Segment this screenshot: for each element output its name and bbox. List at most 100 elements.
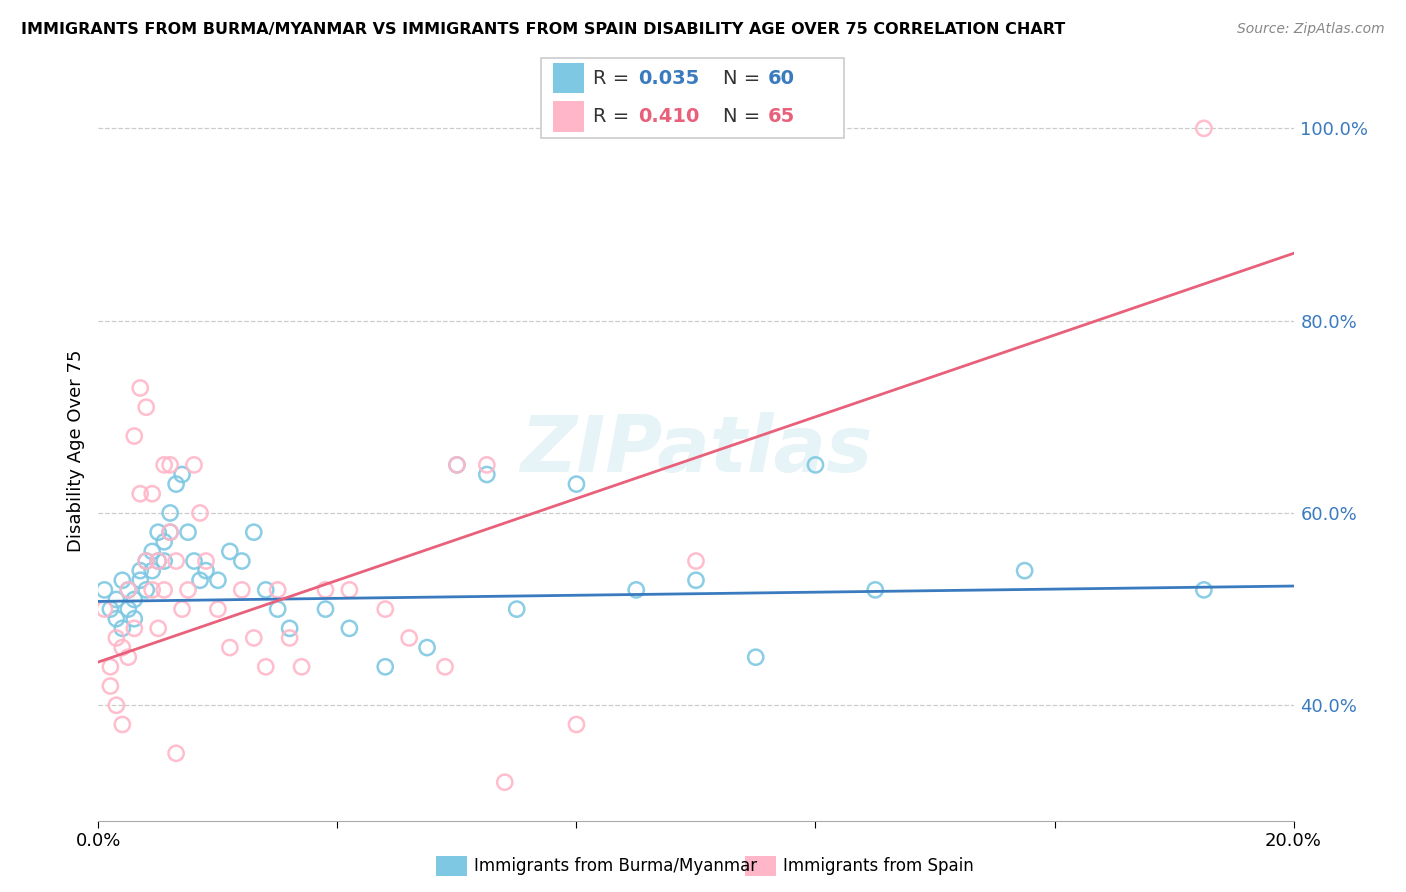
Point	[172, 467, 194, 482]
Point	[278, 621, 301, 635]
Point	[374, 660, 396, 674]
Point	[565, 717, 588, 731]
Point	[254, 660, 277, 674]
Point	[153, 582, 176, 597]
Point	[98, 602, 122, 616]
Point	[494, 775, 516, 789]
Point	[98, 660, 122, 674]
Point	[183, 458, 205, 472]
Point	[254, 582, 277, 597]
Point	[183, 554, 205, 568]
Point	[135, 554, 157, 568]
Point	[124, 621, 146, 635]
Point	[111, 640, 134, 655]
Point	[626, 582, 648, 597]
Point	[231, 554, 253, 568]
Point	[278, 631, 301, 645]
Point	[148, 525, 170, 540]
Point	[416, 640, 439, 655]
Text: N =: N =	[723, 107, 766, 126]
Point	[374, 602, 396, 616]
Point	[117, 582, 139, 597]
Point	[105, 698, 128, 713]
Point	[148, 554, 170, 568]
Point	[141, 564, 163, 578]
Point	[111, 621, 134, 635]
Point	[153, 554, 176, 568]
Point	[231, 582, 253, 597]
Point	[1014, 564, 1036, 578]
Point	[188, 506, 211, 520]
Text: Immigrants from Burma/Myanmar: Immigrants from Burma/Myanmar	[474, 857, 756, 875]
Point	[804, 121, 827, 136]
Point	[159, 525, 181, 540]
Text: R =: R =	[593, 107, 636, 126]
Point	[129, 574, 152, 588]
Point	[148, 621, 170, 635]
Point	[93, 582, 115, 597]
Text: IMMIGRANTS FROM BURMA/MYANMAR VS IMMIGRANTS FROM SPAIN DISABILITY AGE OVER 75 CO: IMMIGRANTS FROM BURMA/MYANMAR VS IMMIGRA…	[21, 22, 1066, 37]
Point	[339, 582, 361, 597]
Point	[195, 564, 218, 578]
Point	[804, 458, 827, 472]
Point	[1192, 582, 1215, 597]
Point	[446, 458, 468, 472]
Point	[148, 554, 170, 568]
Bar	[554, 62, 583, 94]
Point	[315, 602, 337, 616]
Text: 0.035: 0.035	[638, 69, 699, 87]
Point	[153, 534, 176, 549]
Point	[159, 506, 181, 520]
Point	[159, 525, 181, 540]
Point	[124, 592, 146, 607]
Point	[141, 487, 163, 501]
Point	[745, 650, 768, 665]
Point	[135, 400, 157, 414]
Point	[291, 660, 314, 674]
Point	[565, 477, 588, 491]
Text: N =: N =	[723, 69, 766, 87]
Point	[446, 458, 468, 472]
Point	[195, 554, 218, 568]
Point	[129, 564, 152, 578]
Point	[177, 525, 200, 540]
Y-axis label: Disability Age Over 75: Disability Age Over 75	[66, 349, 84, 552]
Point	[129, 381, 152, 395]
Point	[165, 747, 187, 761]
Point	[339, 621, 361, 635]
Point	[124, 612, 146, 626]
Text: Source: ZipAtlas.com: Source: ZipAtlas.com	[1237, 22, 1385, 37]
Point	[135, 582, 157, 597]
Point	[111, 574, 134, 588]
Point	[135, 554, 157, 568]
Text: R =: R =	[593, 69, 636, 87]
Text: 65: 65	[768, 107, 796, 126]
Point	[188, 574, 211, 588]
Point	[117, 650, 139, 665]
Bar	[554, 102, 583, 132]
Point	[219, 544, 242, 558]
Point	[475, 467, 498, 482]
Point	[98, 679, 122, 693]
Point	[141, 544, 163, 558]
Point	[124, 429, 146, 443]
Point	[207, 602, 229, 616]
Point	[93, 602, 115, 616]
Point	[506, 602, 529, 616]
Point	[105, 631, 128, 645]
Point	[153, 458, 176, 472]
Point	[165, 554, 187, 568]
Point	[243, 525, 266, 540]
Point	[141, 582, 163, 597]
Point	[117, 582, 139, 597]
Point	[207, 574, 229, 588]
Point	[315, 582, 337, 597]
Point	[685, 554, 707, 568]
Point	[105, 592, 128, 607]
FancyBboxPatch shape	[541, 58, 844, 138]
Point	[267, 582, 290, 597]
Point	[865, 582, 887, 597]
Point	[1192, 121, 1215, 136]
Text: ZIPatlas: ZIPatlas	[520, 412, 872, 489]
Text: 0.410: 0.410	[638, 107, 699, 126]
